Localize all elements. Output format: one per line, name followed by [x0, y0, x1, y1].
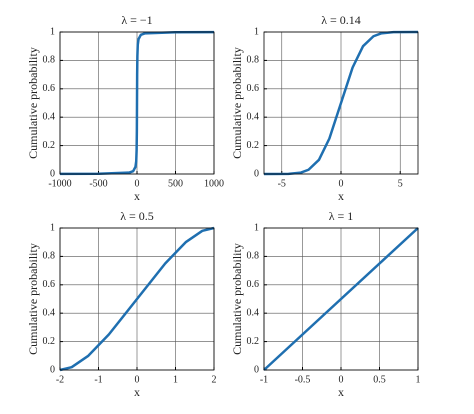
- y-tick-label: 0.4: [43, 307, 56, 318]
- y-tick-label: 1: [50, 26, 55, 37]
- x-tick-label: -1: [94, 374, 102, 385]
- chart-title: λ = 0.14: [321, 13, 361, 27]
- x-tick-label: -2: [56, 374, 64, 385]
- cdf-line: [263, 30, 419, 176]
- y-tick-label: 0.8: [43, 251, 56, 262]
- y-tick-label: 0.2: [247, 140, 260, 151]
- axes-box: [263, 31, 419, 175]
- y-tick-label: 1: [254, 222, 259, 233]
- y-axis-label: Cumulative probability: [230, 243, 244, 355]
- x-axis-label: x: [338, 189, 344, 203]
- y-axis-label: Cumulative probability: [26, 243, 40, 355]
- x-axis-label: x: [134, 385, 140, 399]
- x-tick-label: -500: [89, 178, 107, 189]
- x-tick-label: 2: [212, 374, 217, 385]
- y-tick-label: 0.8: [43, 55, 56, 66]
- x-tick-label: 0: [135, 374, 140, 385]
- x-tick-label: 1: [416, 374, 421, 385]
- y-tick-label: 0: [254, 168, 259, 179]
- y-tick-label: 0.6: [43, 279, 56, 290]
- chart-title: λ = −1: [121, 13, 152, 27]
- x-tick-label: 0: [339, 178, 344, 189]
- x-tick-label: 0: [135, 178, 140, 189]
- y-tick-label: 0.6: [247, 83, 260, 94]
- y-tick-label: 0.2: [247, 336, 260, 347]
- x-tick-label: -0.5: [295, 374, 311, 385]
- x-tick-label: 500: [168, 178, 183, 189]
- chart-title: λ = 0.5: [120, 209, 154, 223]
- y-tick-label: 0.4: [247, 307, 260, 318]
- y-tick-label: 0.2: [43, 140, 56, 151]
- cdf-line: [59, 226, 215, 372]
- axes-box: [59, 31, 215, 175]
- x-tick-label: 5: [398, 178, 403, 189]
- axes-box: [59, 227, 215, 371]
- x-tick-label: 0.5: [373, 374, 386, 385]
- y-tick-label: 0.8: [247, 55, 260, 66]
- y-tick-label: 0: [254, 364, 259, 375]
- x-tick-label: -1000: [48, 178, 71, 189]
- chart-title: λ = 1: [329, 209, 354, 223]
- axes-box: [263, 227, 419, 371]
- cdf-line: [263, 227, 419, 371]
- x-tick-label: -5: [278, 178, 286, 189]
- y-tick-label: 0.6: [247, 279, 260, 290]
- y-axis-label: Cumulative probability: [230, 47, 244, 159]
- y-tick-label: 1: [254, 26, 259, 37]
- y-tick-label: 0: [50, 364, 55, 375]
- y-tick-label: 0.2: [43, 336, 56, 347]
- x-tick-label: 1000: [204, 178, 224, 189]
- y-tick-label: 1: [50, 222, 55, 233]
- x-tick-label: -1: [260, 374, 268, 385]
- y-tick-label: 0.4: [43, 111, 56, 122]
- x-axis-label: x: [338, 385, 344, 399]
- cdf-line: [59, 30, 215, 176]
- x-tick-label: 0: [339, 374, 344, 385]
- x-tick-label: 1: [173, 374, 178, 385]
- y-tick-label: 0: [50, 168, 55, 179]
- y-axis-label: Cumulative probability: [26, 47, 40, 159]
- y-tick-label: 0.6: [43, 83, 56, 94]
- x-axis-label: x: [134, 189, 140, 203]
- y-tick-label: 0.8: [247, 251, 260, 262]
- y-tick-label: 0.4: [247, 111, 260, 122]
